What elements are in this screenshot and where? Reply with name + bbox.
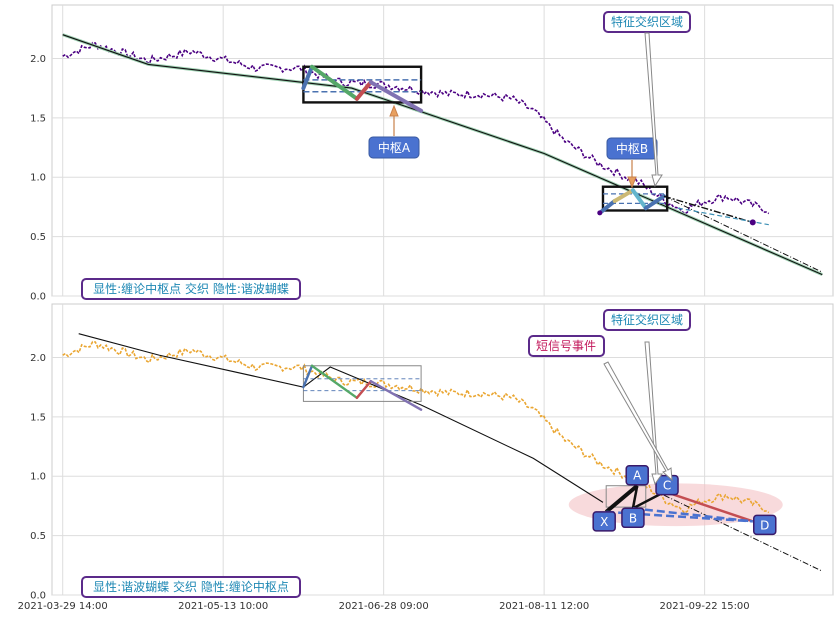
legend-top: 显性:缠论中枢点 交织 隐性:谐波蝴蝶 (81, 278, 301, 300)
projection-dashdot-line (663, 195, 823, 273)
harmonic-bd-dashed (632, 507, 753, 523)
x-tick-label: 2021-08-11 12:00 (499, 601, 589, 612)
trend-line (78, 333, 604, 503)
top-panel: 0.0 0.5 1.0 1.5 2.0 特征交织区域 中枢A 中枢B 显性:缠论中枢点 … (30, 4, 834, 303)
feature-arrow-top (644, 32, 663, 188)
harmonic-leg-ab (631, 485, 639, 509)
zs-segment (302, 364, 314, 389)
harmonic-point-box (592, 511, 616, 532)
top-y-ticks: 0.0 0.5 1.0 1.5 2.0 (30, 54, 46, 303)
signal-arrow (603, 361, 673, 482)
svg-text:特征交织区域: 特征交织区域 (611, 312, 683, 327)
price-series-line (62, 41, 770, 215)
harmonic-point-label: D (760, 518, 769, 532)
svg-text:中枢B: 中枢B (616, 141, 648, 156)
harmonic-point-b: B (621, 507, 645, 529)
projection-dashdot-line (663, 494, 823, 572)
x-tick-label: 2021-09-22 15:00 (660, 601, 750, 612)
harmonic-point-label: A (633, 469, 642, 483)
x-tick-label: 2021-03-29 14:00 (18, 601, 108, 612)
y-tick-label: 1.0 (30, 472, 46, 483)
y-tick-label: 0.5 (30, 531, 46, 542)
zs-a-segment (310, 64, 359, 101)
bottom-grid (52, 304, 833, 596)
bottom-plot-area: X A B C D (62, 333, 823, 572)
zs-b-segment (612, 188, 635, 203)
zs-b-label: 中枢B (606, 137, 658, 160)
harmonic-point-label: X (600, 515, 608, 529)
x-tick-label: 2021-05-13 10:00 (178, 601, 268, 612)
svg-text:显性:缠论中枢点 交织 隐性:谐波蝴蝶: 显性:缠论中枢点 交织 隐性:谐波蝴蝶 (93, 281, 289, 296)
harmonic-point-a: A (625, 464, 649, 486)
y-tick-label: 0.5 (30, 232, 46, 243)
svg-text:中枢A: 中枢A (378, 140, 411, 155)
zs-b-box (601, 185, 669, 212)
zs-a-segment (354, 80, 373, 101)
x-tick-label: 2021-06-28 09:00 (339, 601, 429, 612)
y-tick-label: 2.0 (30, 353, 46, 364)
y-tick-label: 1.5 (30, 412, 46, 423)
short-signal-label: 短信号事件 (528, 335, 605, 357)
harmonic-point-d: D (753, 514, 777, 536)
small-zs-box (605, 485, 647, 508)
feature-region-label-top: 特征交织区域 (603, 11, 691, 33)
bottom-y-ticks: 0.0 0.5 1.0 1.5 2.0 (30, 353, 46, 602)
harmonic-point-label: B (629, 511, 637, 525)
legend-bottom: 显性:谐波蝴蝶 交织 隐性:缠论中枢点 (81, 576, 301, 598)
harmonic-point-label: C (663, 479, 671, 493)
projection-dotted-line (663, 195, 753, 224)
zs-b-segment (643, 194, 666, 211)
zs-segment (310, 364, 359, 399)
harmonic-point-box (753, 514, 777, 536)
harmonic-point-x: X (592, 511, 616, 532)
feature-arrow-bottom (644, 341, 663, 486)
x-axis-ticks: 2021-03-29 14:00 2021-05-13 10:00 2021-06-… (18, 601, 750, 612)
y-tick-label: 2.0 (30, 54, 46, 65)
y-tick-label: 1.0 (30, 173, 46, 184)
svg-text:特征交织区域: 特征交织区域 (611, 14, 683, 29)
zs-box (302, 365, 422, 402)
svg-text:短信号事件: 短信号事件 (536, 339, 596, 353)
harmonic-leg-cd (664, 490, 754, 523)
top-panel-frame (51, 4, 834, 297)
zs-a-arrow-head (389, 104, 399, 117)
zs-a-label: 中枢A (368, 136, 420, 159)
harmonic-leg-xa (604, 484, 639, 514)
zs-b-arrow-head (627, 176, 637, 189)
y-tick-label: 0.0 (30, 591, 46, 602)
zs-segment (355, 380, 372, 399)
zs-a-segment (368, 80, 424, 113)
price-series-line (62, 340, 770, 514)
end-point-marker (749, 219, 756, 226)
zs-segment (369, 380, 423, 411)
bottom-annotations: 特征交织区域 短信号事件 显性:谐波蝴蝶 交织 隐性:缠论中枢点 (81, 309, 691, 598)
svg-text:显性:谐波蝴蝶 交织 隐性:缠论中枢点: 显性:谐波蝴蝶 交织 隐性:缠论中枢点 (93, 579, 289, 594)
bottom-panel-frame (51, 303, 834, 596)
harmonic-point-box (621, 507, 645, 529)
zs-b-start-marker (597, 210, 603, 216)
zs-b-segment (597, 199, 617, 215)
y-tick-label: 0.0 (30, 292, 46, 303)
feature-region-label-bottom: 特征交织区域 (603, 309, 691, 331)
zs-b-segment (630, 188, 648, 211)
zs-a-segment (301, 64, 314, 91)
y-tick-label: 1.5 (30, 113, 46, 124)
top-annotations: 特征交织区域 中枢A 中枢B 显性:缠论中枢点 交织 隐性:谐波蝴蝶 (81, 11, 691, 300)
top-plot-area (62, 33, 823, 276)
harmonic-point-box (625, 464, 649, 486)
